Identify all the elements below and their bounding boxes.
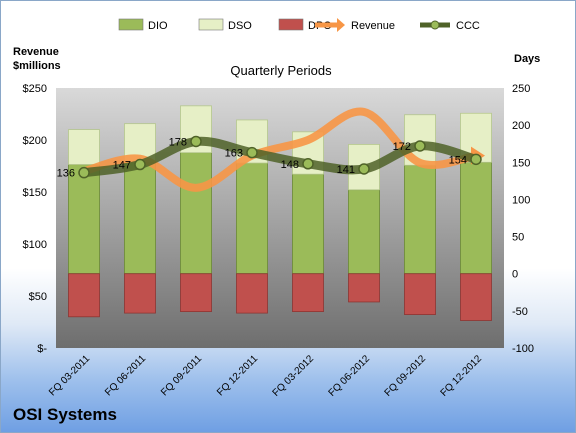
dpo-bar: [460, 273, 492, 321]
dso-bar: [68, 129, 100, 165]
ccc-data-label: 148: [281, 159, 299, 171]
left-axis-label-line1: Revenue: [13, 46, 59, 58]
legend-label-ccc: CCC: [456, 20, 480, 32]
dio-bar: [292, 173, 324, 275]
legend-swatch-dso: [198, 18, 224, 31]
legend-swatch-dio: [118, 18, 144, 31]
ccc-point: [190, 135, 202, 148]
x-tick-label: FQ 09-2012: [383, 353, 429, 399]
plot-area: [56, 88, 504, 348]
right-tick-label: 50: [512, 232, 524, 244]
dpo-bar: [348, 273, 380, 303]
legend-label-revenue: Revenue: [351, 20, 395, 32]
x-tick-label: FQ 03-2012: [271, 353, 317, 399]
ccc-point: [78, 166, 90, 179]
legend-arrowhead-revenue: [337, 18, 345, 32]
left-tick-label: $50: [29, 291, 47, 303]
x-tick-label: FQ 12-2011: [215, 353, 260, 398]
x-tick-label: FQ 12-2012: [439, 353, 485, 399]
legend-swatch-dpo: [278, 18, 304, 31]
ccc-data-label: 163: [225, 148, 243, 160]
ccc-data-label: 141: [337, 164, 355, 176]
x-tick-label: FQ 06-2012: [327, 353, 373, 399]
chart-title: Quarterly Periods: [230, 63, 332, 78]
dio-bar: [348, 189, 380, 275]
left-tick-label: $250: [23, 83, 47, 95]
left-axis-ticks: $- $50 $100 $150 $200 $250: [23, 83, 48, 355]
x-tick-label: FQ 06-2011: [103, 353, 148, 398]
right-tick-label: 250: [512, 83, 530, 95]
ccc-data-label: 154: [449, 154, 467, 166]
right-tick-label: 200: [512, 120, 530, 132]
right-tick-label: 150: [512, 157, 530, 169]
ccc-point: [358, 163, 370, 175]
ccc-point: [246, 146, 258, 159]
right-axis-ticks: -100 -50 0 50 100 150 200 250: [512, 83, 534, 355]
legend-label-dso: DSO: [228, 20, 252, 32]
left-tick-label: $200: [23, 135, 47, 147]
ccc-point: [414, 140, 426, 152]
company-name: OSI Systems: [13, 405, 117, 424]
legend-marker-ccc: [430, 20, 440, 30]
dpo-bar: [68, 273, 100, 318]
left-tick-label: $-: [37, 343, 47, 355]
right-tick-label: 100: [512, 194, 530, 206]
ccc-series: 136 147 178 163 148 141 172 154: [57, 135, 482, 180]
dpo-bar: [404, 273, 436, 315]
legend: DIODSODPORevenueCCC: [118, 18, 480, 32]
right-tick-label: -50: [512, 306, 528, 318]
dio-bar: [236, 162, 268, 275]
dpo-bar: [292, 273, 324, 313]
legend-label-dio: DIO: [148, 20, 168, 32]
right-axis-label: Days: [514, 53, 540, 65]
ccc-point: [134, 158, 146, 171]
x-tick-label: FQ 09-2011: [159, 353, 204, 398]
dio-bar: [68, 164, 100, 275]
x-tick-label: FQ 03-2011: [47, 353, 92, 398]
right-tick-label: 0: [512, 269, 518, 281]
dio-bar: [460, 161, 492, 275]
x-axis-labels: FQ 03-2011 FQ 06-2011 FQ 09-2011 FQ 12-2011…: [47, 353, 484, 399]
left-tick-label: $100: [23, 239, 47, 251]
left-tick-label: $150: [23, 187, 47, 199]
dio-bar: [404, 164, 436, 275]
left-axis-label-line2: $millions: [13, 60, 61, 72]
dpo-bar: [236, 273, 268, 314]
ccc-data-label: 136: [57, 168, 75, 180]
ccc-point: [470, 153, 482, 166]
ccc-data-label: 147: [113, 160, 131, 172]
ccc-data-label: 172: [393, 141, 411, 153]
dio-bar: [180, 152, 212, 275]
ccc-point: [302, 158, 314, 170]
right-tick-label: -100: [512, 343, 534, 355]
ccc-data-label: 178: [169, 136, 187, 148]
dio-bar: [124, 161, 156, 275]
dpo-bar: [180, 273, 212, 313]
dpo-bar: [124, 273, 156, 314]
